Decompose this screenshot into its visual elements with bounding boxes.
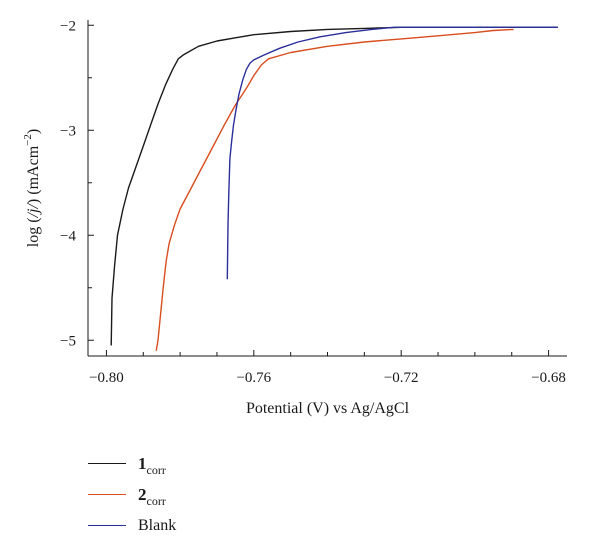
series-layer [110, 26, 558, 351]
legend-label: 1corr [138, 453, 166, 477]
legend-item: Blank [88, 510, 176, 541]
legend-label: Blank [138, 517, 176, 535]
x-tick-label: −0.68 [531, 370, 566, 386]
y-title-italic: /j/ [25, 203, 42, 219]
y-axis-title: log (/j/) (mAcm−2) [22, 129, 42, 247]
legend-label-main: 1 [138, 453, 147, 473]
y-title-sup: −2 [22, 134, 34, 146]
x-axis-title: Potential (V) vs Ag/AgCl [246, 400, 410, 417]
series-line-blank [226, 26, 558, 280]
legend-item: 1corr [88, 448, 176, 479]
x-tick-label: −0.72 [384, 370, 419, 386]
axes: −5 −4 −3 −2 −0.80 −0.76 −0.72 −0.68 [60, 18, 567, 386]
legend-item: 2corr [88, 479, 176, 510]
series-line-2corr [155, 28, 514, 351]
y-tick-label: −5 [60, 333, 76, 349]
y-title-suffix: ) [25, 129, 42, 134]
legend-label-sub: corr [146, 462, 166, 477]
legend-label-main: 2 [138, 484, 147, 504]
legend-label-sub: corr [146, 493, 166, 508]
x-tick-label: −0.76 [236, 370, 271, 386]
y-title-mid: ) (mAcm [25, 145, 42, 204]
y-tick-label: −2 [60, 18, 76, 34]
y-tick-label: −3 [60, 123, 76, 139]
y-tick-label: −4 [60, 228, 76, 244]
legend-swatch [88, 463, 126, 464]
chart: −5 −4 −3 −2 −0.80 −0.76 −0.72 −0.68 Potential (… [22, 18, 567, 417]
legend-swatch [88, 525, 126, 526]
legend-label-main: Blank [138, 516, 177, 534]
legend-swatch [88, 494, 126, 495]
legend: 1corr 2corr Blank [88, 448, 176, 541]
legend-label: 2corr [138, 484, 166, 508]
y-title-prefix: log ( [25, 217, 42, 247]
series-line-1corr [110, 26, 558, 346]
x-tick-label: −0.80 [89, 370, 124, 386]
